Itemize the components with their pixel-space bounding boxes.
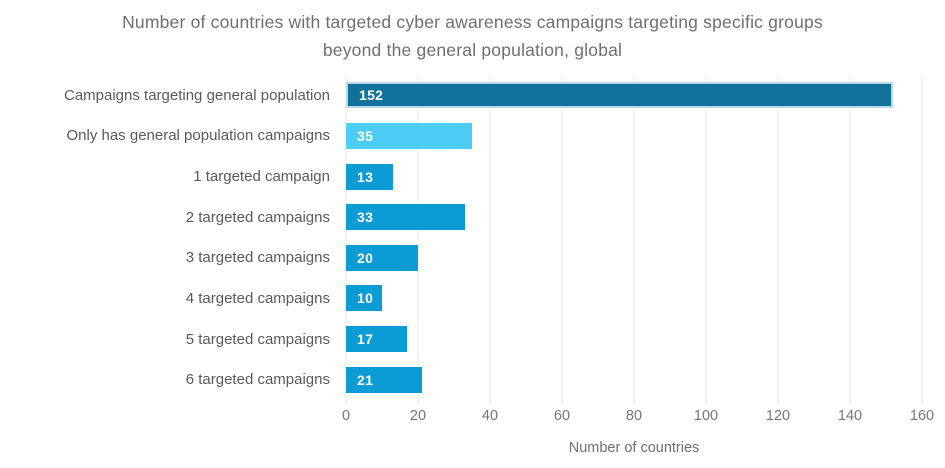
value-label: 10	[357, 290, 374, 307]
x-tick-mark	[417, 400, 419, 404]
x-axis: 0 20 40 60 80 100 120 140 160	[342, 400, 934, 430]
bar: 13	[346, 163, 393, 190]
value-label: 152	[359, 87, 384, 104]
bar-row: Campaigns targeting general population 15…	[0, 75, 922, 116]
value-label: 13	[357, 168, 374, 185]
x-tick-mark	[921, 400, 923, 404]
chart-title: Number of countries with targeted cyber …	[122, 12, 823, 60]
bar-row: Only has general population campaigns 35	[0, 116, 922, 157]
value-label: 21	[357, 371, 374, 388]
gridline	[849, 75, 851, 400]
category-label: 3 targeted campaigns	[185, 249, 330, 267]
gridline	[777, 75, 779, 400]
bar-track: 13	[346, 163, 922, 190]
x-tick-label: 0	[341, 408, 351, 424]
bar: 152	[346, 82, 894, 109]
bar-row: 2 targeted campaigns 33	[0, 197, 922, 238]
bar: 10	[346, 285, 382, 312]
gridline	[345, 75, 347, 400]
value-label: 33	[357, 209, 374, 226]
category-label: 6 targeted campaigns	[185, 371, 330, 389]
gridline	[417, 75, 419, 400]
x-tick-label: 100	[693, 408, 719, 424]
x-tick-mark	[705, 400, 707, 404]
bar-row: 1 targeted campaign 13	[0, 156, 922, 197]
bar-track: 20	[346, 244, 922, 271]
value-label: 17	[357, 331, 374, 348]
gridline	[489, 75, 491, 400]
bar-row: 3 targeted campaigns 20	[0, 238, 922, 279]
bar: 21	[346, 366, 422, 393]
bar-track: 17	[346, 326, 922, 353]
gridline	[561, 75, 563, 400]
bar-row: 5 targeted campaigns 17	[0, 319, 922, 360]
x-tick-mark	[345, 400, 347, 404]
bar: 20	[346, 244, 418, 271]
x-tick-mark	[489, 400, 491, 404]
category-label: 2 targeted campaigns	[185, 208, 330, 226]
bar-track: 152	[346, 82, 922, 109]
category-label: 5 targeted campaigns	[185, 330, 330, 348]
gridline	[633, 75, 635, 400]
x-tick-mark	[777, 400, 779, 404]
plot-area	[345, 75, 923, 404]
rows: Campaigns targeting general population 15…	[0, 75, 922, 400]
category-label: 1 targeted campaign	[193, 168, 330, 186]
gridline	[921, 75, 923, 400]
x-tick-label: 60	[553, 408, 571, 424]
x-tick-mark	[849, 400, 851, 404]
bar-row: 6 targeted campaigns 21	[0, 359, 922, 400]
x-axis-title: Number of countries	[568, 440, 700, 456]
category-label: Only has general population campaigns	[66, 127, 330, 145]
bar-track: 21	[346, 366, 922, 393]
x-tick-label: 140	[837, 408, 863, 424]
bar: 33	[346, 204, 465, 231]
x-tick-label: 40	[481, 408, 499, 424]
bar-row: 4 targeted campaigns 10	[0, 278, 922, 319]
x-tick-label: 160	[909, 408, 935, 424]
x-tick-label: 120	[765, 408, 791, 424]
bar-track: 35	[346, 122, 922, 149]
value-label: 20	[357, 249, 374, 266]
x-tick-mark	[633, 400, 635, 404]
x-tick-mark	[561, 400, 563, 404]
x-tick-label: 20	[409, 408, 427, 424]
bar-track: 10	[346, 285, 922, 312]
bar-track: 33	[346, 204, 922, 231]
category-label: Campaigns targeting general population	[63, 86, 330, 104]
bar: 17	[346, 326, 408, 353]
bar: 35	[346, 122, 472, 149]
x-tick-label: 80	[625, 408, 643, 424]
category-label: 4 targeted campaigns	[185, 289, 330, 307]
value-label: 35	[357, 127, 374, 144]
gridline	[705, 75, 707, 400]
